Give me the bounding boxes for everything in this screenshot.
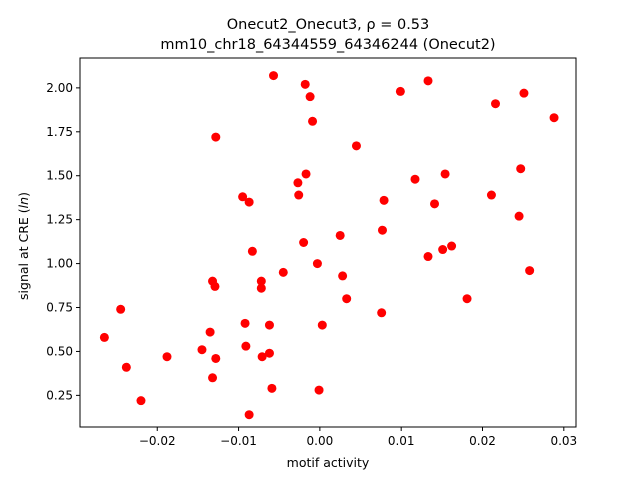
data-point-14 (241, 341, 251, 351)
y-tick-label: 0.25 (46, 388, 73, 402)
data-point-13 (240, 318, 250, 328)
data-point-58 (549, 113, 559, 123)
x-tick-label: −0.01 (220, 434, 257, 448)
data-point-57 (525, 266, 535, 276)
data-point-12 (238, 192, 248, 202)
y-tick-label: 1.50 (46, 169, 73, 183)
data-point-16 (244, 410, 254, 420)
data-point-23 (267, 383, 277, 393)
x-tick-label: −0.02 (139, 434, 176, 448)
data-point-31 (305, 92, 315, 102)
data-point-51 (462, 294, 472, 304)
x-tick-label: 0.02 (469, 434, 496, 448)
y-tick-label: 0.50 (46, 344, 73, 358)
x-tick-label: 0.01 (388, 434, 415, 448)
data-point-20 (257, 352, 267, 362)
y-tick-label: 1.25 (46, 213, 73, 227)
ticks-layer: −0.02 −0.01 0.00 0.01 0.02 0.03 0.25 0.50 0.75 1.… (46, 81, 577, 448)
data-point-55 (516, 164, 526, 174)
data-point-5 (197, 345, 207, 355)
data-point-47 (430, 199, 440, 209)
data-point-18 (256, 276, 266, 286)
data-point-29 (300, 79, 310, 89)
data-point-28 (299, 238, 309, 247)
data-point-6 (205, 327, 215, 337)
data-point-56 (519, 88, 529, 98)
data-point-49 (440, 169, 450, 179)
data-point-26 (293, 178, 303, 188)
data-point-15 (244, 197, 254, 207)
data-point-9 (210, 281, 220, 291)
chart-title-line2: mm10_chr18_64344559_64346244 (Onecut2) (160, 37, 495, 53)
x-tick-label: 0.00 (307, 434, 334, 448)
data-point-11 (211, 132, 221, 142)
data-point-45 (423, 76, 433, 86)
y-tick-label: 0.75 (46, 301, 73, 315)
chart-title-line1: Onecut2_Onecut3, ρ = 0.53 (227, 17, 430, 33)
data-point-19 (256, 283, 266, 293)
data-point-50 (447, 241, 457, 251)
data-point-1 (116, 304, 126, 314)
data-point-53 (491, 99, 500, 109)
data-point-30 (301, 169, 311, 179)
y-tick-label: 2.00 (46, 81, 73, 95)
data-point-54 (514, 211, 524, 221)
data-point-27 (294, 190, 304, 200)
points-layer (99, 71, 559, 420)
y-tick-label: 1.75 (46, 125, 73, 139)
data-point-48 (438, 245, 448, 255)
data-point-10 (211, 353, 221, 363)
data-point-2 (121, 362, 131, 372)
data-point-36 (335, 230, 345, 240)
data-point-35 (317, 320, 327, 330)
data-point-33 (312, 259, 322, 269)
plot-frame (79, 57, 577, 428)
data-point-37 (338, 271, 348, 281)
data-point-46 (423, 252, 433, 262)
data-point-17 (247, 246, 257, 256)
data-point-24 (269, 71, 279, 81)
data-point-38 (342, 294, 352, 304)
data-point-34 (314, 385, 324, 395)
data-point-41 (377, 225, 387, 235)
y-tick-label: 1.00 (46, 257, 73, 271)
data-point-4 (162, 352, 172, 362)
data-point-25 (278, 267, 288, 277)
x-tick-label: 0.03 (550, 434, 577, 448)
data-point-21 (264, 320, 274, 330)
data-point-44 (410, 174, 420, 184)
data-point-42 (379, 195, 389, 205)
data-point-32 (308, 116, 318, 126)
data-point-22 (264, 348, 274, 358)
data-point-43 (395, 86, 405, 96)
data-point-7 (208, 373, 218, 383)
data-point-39 (351, 141, 361, 151)
data-point-0 (99, 332, 109, 342)
x-axis-label: motif activity (287, 455, 370, 470)
data-point-3 (136, 396, 146, 406)
data-point-52 (486, 190, 496, 200)
data-point-40 (377, 308, 387, 318)
y-axis-label: signal at CRE (ln) (16, 192, 31, 300)
